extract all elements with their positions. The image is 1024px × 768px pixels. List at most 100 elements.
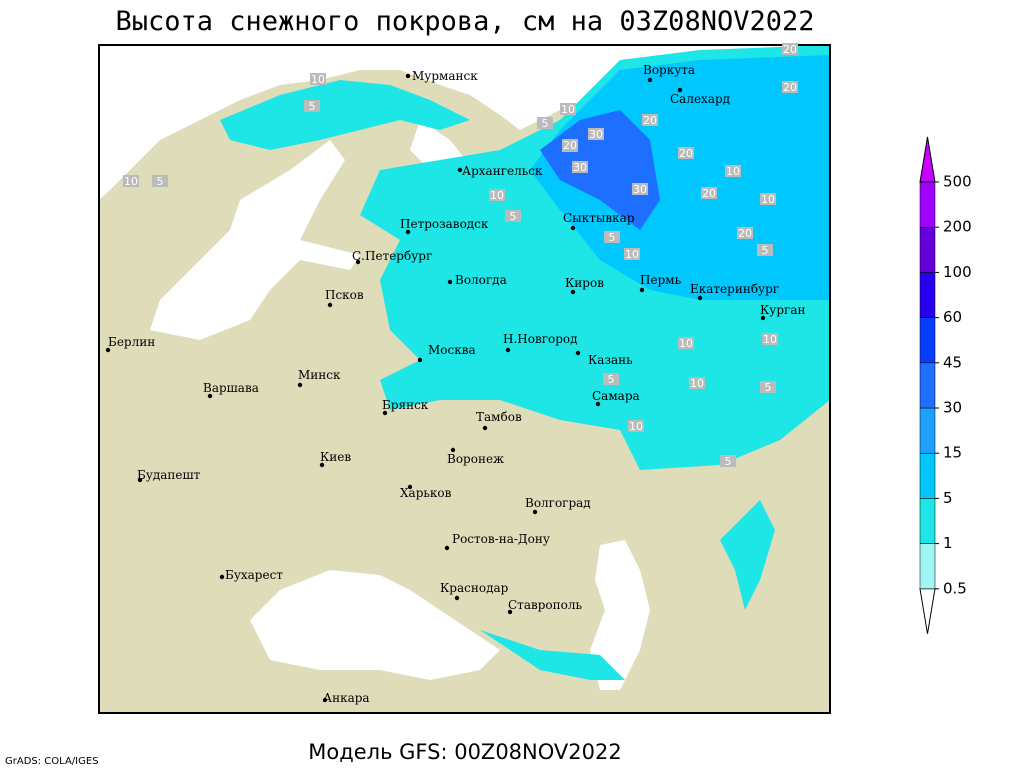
city-label: Воркута — [643, 63, 695, 77]
city-dot — [382, 410, 388, 416]
contour-label-bg — [562, 139, 578, 151]
city-label: Будапешт — [137, 468, 201, 482]
contour-label-bg — [152, 175, 168, 187]
contour-label: 20 — [738, 227, 752, 240]
map — [98, 44, 831, 714]
map-frame — [98, 44, 831, 714]
contour-label-bg — [760, 381, 776, 393]
city-dot — [697, 295, 703, 301]
contour-label-bg — [678, 147, 694, 159]
contour-label: 5 — [762, 244, 769, 257]
city-label: Минск — [298, 368, 341, 382]
legend-top-triangle — [919, 136, 936, 183]
caspian-sea — [590, 540, 650, 690]
legend-bin — [919, 362, 936, 409]
city-label: Пермь — [640, 273, 682, 287]
city-label: Мурманск — [412, 69, 478, 83]
contour-label: 10 — [690, 377, 704, 390]
contour-label: 20 — [679, 147, 693, 160]
city-label: Бухарест — [225, 568, 283, 582]
city-dot — [444, 545, 450, 551]
cities: Мурманск Воркута Салехард Архангельск Сыктыв… — [105, 63, 805, 705]
legend-label: 45 — [943, 353, 962, 371]
city-dot — [137, 477, 143, 483]
snow-caucasus — [480, 630, 625, 680]
city-label: Салехард — [670, 92, 730, 106]
contour-label: 5 — [157, 175, 164, 188]
footer: Модель GFS: 00Z08NOV2022 — [308, 740, 621, 764]
city-label: Ростов-на-Дону — [452, 532, 550, 546]
legend-bin — [919, 181, 936, 228]
contour-label-bg — [604, 231, 620, 243]
legend-bin — [919, 543, 936, 590]
city-dot — [327, 302, 333, 308]
contour-label: 5 — [765, 381, 772, 394]
contour-label: 10 — [124, 175, 138, 188]
city-label: Сыктывкар — [563, 211, 635, 225]
city-dot — [570, 289, 576, 295]
baltic-sea — [150, 140, 360, 340]
city-label: Краснодар — [440, 581, 509, 595]
legend-bin — [919, 317, 936, 364]
city-dot — [532, 509, 538, 515]
contour-label-bg — [689, 377, 705, 389]
contour-label-bg — [310, 73, 326, 85]
contour-label: 5 — [609, 231, 616, 244]
contour-label-bg — [560, 103, 576, 115]
city-label: Анкара — [323, 691, 370, 705]
city-label: Волгоград — [525, 496, 591, 510]
contour-label-bg — [725, 165, 741, 177]
city-label: С.Петербург — [352, 249, 432, 263]
contour-label-bg — [489, 189, 505, 201]
contour-label-bg — [505, 210, 521, 222]
credit: GrADS: COLA/IGES — [5, 756, 99, 767]
contour-label: 30 — [633, 183, 647, 196]
city-dot — [450, 447, 456, 453]
contour-label: 30 — [573, 161, 587, 174]
contour-label: 10 — [629, 420, 643, 433]
city-label: Тамбов — [476, 410, 522, 424]
snow-kazakh — [720, 500, 775, 610]
city-dot — [575, 350, 581, 356]
city-label: Н.Новгород — [503, 332, 578, 346]
city-label: Ставрополь — [508, 598, 582, 612]
city-label: Екатеринбург — [690, 282, 779, 296]
contour-label-bg — [782, 81, 798, 93]
contour-label-bg — [588, 128, 604, 140]
legend-bin — [919, 272, 936, 318]
legend-label: 0.5 — [943, 579, 967, 597]
contour-label-bg — [757, 244, 773, 256]
legend-label: 15 — [943, 444, 962, 462]
legend-bin — [919, 452, 936, 499]
city-label: Воронеж — [447, 452, 504, 466]
city-dot — [319, 462, 325, 468]
city-dot — [407, 484, 413, 490]
city-dot — [405, 229, 411, 235]
city-dot — [677, 87, 683, 93]
contour-label: 20 — [643, 114, 657, 127]
city-label: Берлин — [108, 335, 155, 349]
city-dot — [355, 259, 361, 265]
arctic-sea — [99, 45, 830, 200]
contour-label-bg — [603, 373, 619, 385]
contour-label-bg — [123, 175, 139, 187]
contour-label-bg — [537, 117, 553, 129]
city-dot — [760, 315, 766, 321]
legend-bin — [919, 498, 936, 544]
contour-label: 10 — [763, 333, 777, 346]
city-label: Киров — [565, 276, 604, 290]
legend-label: 500 — [943, 173, 972, 191]
legend-label: 100 — [943, 263, 972, 281]
city-label: Курган — [760, 303, 805, 317]
contour-label-bg — [737, 227, 753, 239]
contour-label: 20 — [783, 81, 797, 94]
legend-bin — [919, 407, 936, 454]
legend-label: 5 — [943, 489, 953, 507]
contour-label-bg — [624, 248, 640, 260]
contour-label-bg — [632, 183, 648, 195]
contour-label: 20 — [563, 139, 577, 152]
city-dot — [507, 609, 513, 615]
city-dot — [322, 697, 328, 703]
city-label: Архангельск — [462, 164, 543, 178]
